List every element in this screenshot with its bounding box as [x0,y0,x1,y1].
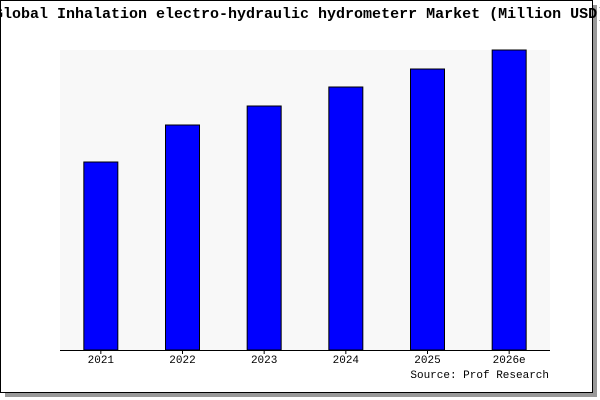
x-tick-label: 2021 [88,355,115,367]
x-tick-label: 2025 [414,355,440,367]
chart-title: Global Inhalation electro-hydraulic hydr… [0,6,600,23]
plot-area [60,50,550,350]
bar [491,49,527,351]
x-tick-label: 2023 [251,355,277,367]
bar [328,86,364,351]
x-tick-label: 2022 [169,355,195,367]
bar [410,68,445,351]
x-tick-label: 2026e [493,355,526,367]
bar [83,161,119,351]
x-tick-label: 2024 [333,355,360,367]
bar [246,105,282,351]
bar [165,124,200,351]
source-note: Source: Prof Research [410,370,549,382]
